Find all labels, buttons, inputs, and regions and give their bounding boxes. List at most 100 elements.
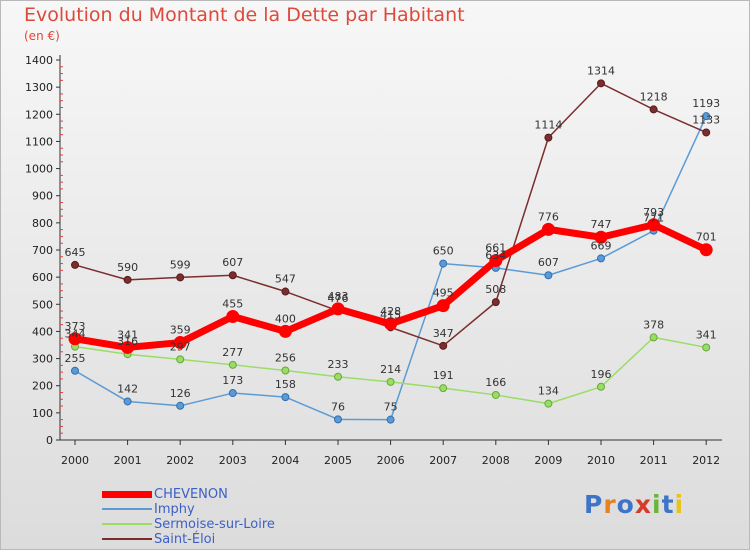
data-label: 645: [65, 246, 86, 259]
logo-letter: t: [661, 490, 675, 519]
axes: 0 100 200 300 400 500 600 700 800 900 1000 1100 1200…: [25, 54, 722, 467]
data-label: 373: [65, 320, 86, 333]
data-point: [702, 128, 711, 137]
data-label: 1193: [692, 97, 720, 110]
data-point: [439, 384, 448, 393]
data-point: [334, 415, 342, 424]
y-tick-label: 1300: [25, 81, 53, 94]
data-point: [121, 340, 135, 354]
y-tick-label: 0: [46, 434, 53, 447]
y-tick-label: 1400: [25, 54, 53, 67]
data-label: 347: [433, 327, 454, 340]
data-label: 1314: [587, 64, 615, 77]
x-tick-label: 2006: [377, 454, 405, 467]
data-point: [489, 254, 503, 268]
data-label: 341: [117, 328, 138, 341]
data-point: [544, 399, 553, 408]
data-point: [702, 343, 711, 352]
data-label: 400: [275, 312, 296, 325]
x-tick-label: 2012: [692, 454, 720, 467]
data-label: 255: [65, 352, 86, 365]
y-tick-label: 700: [32, 244, 53, 257]
data-label: 359: [170, 324, 191, 337]
data-label: 650: [433, 245, 454, 258]
data-point: [228, 360, 237, 369]
data-point: [176, 273, 185, 282]
y-tick-label: 400: [32, 325, 53, 338]
legend-label-saint-eloi: Saint-Éloi: [154, 532, 216, 547]
y-tick-label: 800: [32, 217, 53, 230]
data-point: [702, 112, 711, 121]
data-label: 607: [538, 256, 559, 269]
y-tick-label: 500: [32, 298, 53, 311]
data-point: [597, 254, 605, 263]
legend-swatch-sermoise-sur-loire: [102, 523, 152, 525]
data-point: [597, 79, 605, 88]
data-point: [384, 317, 398, 331]
data-label: 476: [328, 292, 349, 305]
x-tick-label: 2008: [482, 454, 510, 467]
data-label: 1218: [640, 90, 668, 103]
x-tick-label: 2002: [166, 454, 194, 467]
chart-title: Evolution du Montant de la Dette par Hab…: [24, 4, 465, 26]
data-label: 701: [696, 231, 717, 244]
data-point: [386, 377, 395, 386]
data-point: [226, 310, 240, 323]
x-tick-label: 2001: [114, 454, 142, 467]
data-label: 415: [380, 308, 401, 321]
x-tick-label: 2003: [219, 454, 247, 467]
data-point: [228, 389, 237, 398]
data-point: [334, 372, 342, 381]
series-chevenon: [68, 218, 713, 354]
data-label: 793: [643, 206, 664, 219]
data-point: [173, 336, 187, 350]
data-point: [71, 260, 79, 269]
data-point: [491, 298, 500, 307]
legend-label-imphy: Imphy: [154, 502, 195, 517]
data-label: 428: [380, 305, 401, 318]
logo-letter: i: [674, 490, 685, 519]
data-point: [649, 105, 658, 114]
data-point: [176, 401, 185, 410]
data-point: [436, 299, 450, 313]
legend-swatch-chevenon: [102, 491, 152, 498]
data-label: 771: [643, 212, 664, 225]
data-label: 747: [591, 218, 612, 231]
data-point: [123, 275, 132, 284]
data-point: [544, 133, 553, 142]
data-label: 634: [485, 249, 506, 262]
y-tick-label: 300: [32, 353, 53, 366]
data-point: [281, 393, 290, 402]
x-tick-label: 2011: [640, 454, 668, 467]
data-label: 547: [275, 273, 296, 286]
data-point: [228, 271, 237, 280]
data-label: 495: [433, 287, 454, 300]
data-label: 316: [117, 335, 138, 348]
data-label: 483: [328, 290, 349, 303]
data-label: 669: [591, 239, 612, 252]
data-label: 158: [275, 378, 296, 391]
data-point: [176, 355, 185, 364]
data-label: 126: [170, 387, 191, 400]
logo-letter: i: [652, 490, 662, 519]
data-point: [281, 366, 290, 375]
data-label: 661: [485, 242, 506, 255]
data-label: 142: [117, 382, 138, 395]
series-imphy: [71, 112, 711, 424]
x-tick-label: 2007: [429, 454, 457, 467]
legend-swatch-imphy: [102, 508, 152, 510]
legend-label-sermoise-sur-loire: Sermoise-sur-Loire: [154, 517, 275, 532]
data-label: 196: [591, 368, 612, 381]
data-label: 607: [222, 256, 243, 269]
data-point: [597, 382, 605, 391]
data-point: [647, 218, 661, 232]
data-point: [491, 390, 500, 399]
data-label: 344: [65, 328, 86, 341]
data-point: [278, 324, 292, 338]
data-label: 134: [538, 385, 559, 398]
data-point: [71, 366, 79, 375]
legend-label-chevenon: CHEVENON: [154, 487, 228, 502]
series-sermoise-sur-loire: [71, 333, 711, 408]
